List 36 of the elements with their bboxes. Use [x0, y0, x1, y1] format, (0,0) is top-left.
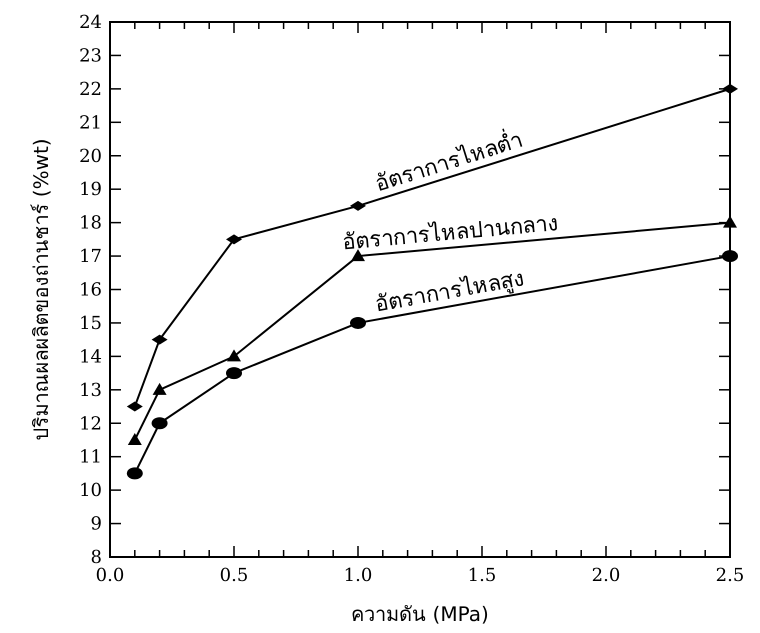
- y-tick-label: 23: [79, 45, 102, 66]
- x-tick-label: 0.5: [220, 565, 248, 586]
- y-tick-label: 21: [79, 112, 102, 134]
- point: [350, 316, 366, 329]
- x-tick-label: 1.0: [344, 565, 372, 586]
- y-axis-title: ปริมาณผลผลิตของถ่านชาร์ (%wt): [29, 138, 53, 441]
- point: [722, 250, 738, 262]
- y-tick-label: 16: [79, 280, 102, 300]
- y-tick-label: 22: [79, 78, 102, 100]
- point: [152, 417, 168, 430]
- point: [128, 432, 142, 445]
- y-tick-label: 9: [90, 514, 102, 535]
- y-tick-label: 17: [79, 246, 102, 268]
- x-tick-label: 2.5: [716, 565, 744, 586]
- y-tick-label: 10: [79, 480, 102, 502]
- y-tick-label: 8: [90, 547, 102, 568]
- y-tick-label: 18: [79, 212, 102, 234]
- x-tick-label: 1.5: [468, 565, 496, 586]
- y-tick-label: 19: [79, 179, 102, 200]
- y-tick-label: 20: [79, 146, 102, 167]
- point: [227, 349, 241, 362]
- x-tick-label: 0.0: [96, 565, 124, 586]
- y-tick-label: 14: [79, 346, 102, 368]
- point: [152, 382, 167, 395]
- y-tick-label: 24: [79, 12, 102, 33]
- point: [723, 216, 737, 228]
- y-tick-label: 13: [79, 380, 102, 401]
- point: [226, 367, 242, 380]
- point: [351, 249, 365, 262]
- x-tick-label: 2.0: [592, 565, 620, 586]
- point: [126, 467, 143, 480]
- y-tick-label: 12: [79, 413, 102, 434]
- x-axis-title: ความดัน (MPa): [351, 602, 489, 626]
- y-tick-label: 11: [79, 446, 102, 468]
- y-tick-label: 15: [79, 312, 102, 334]
- text: อัตราการไหลปานกลาง: [341, 210, 560, 256]
